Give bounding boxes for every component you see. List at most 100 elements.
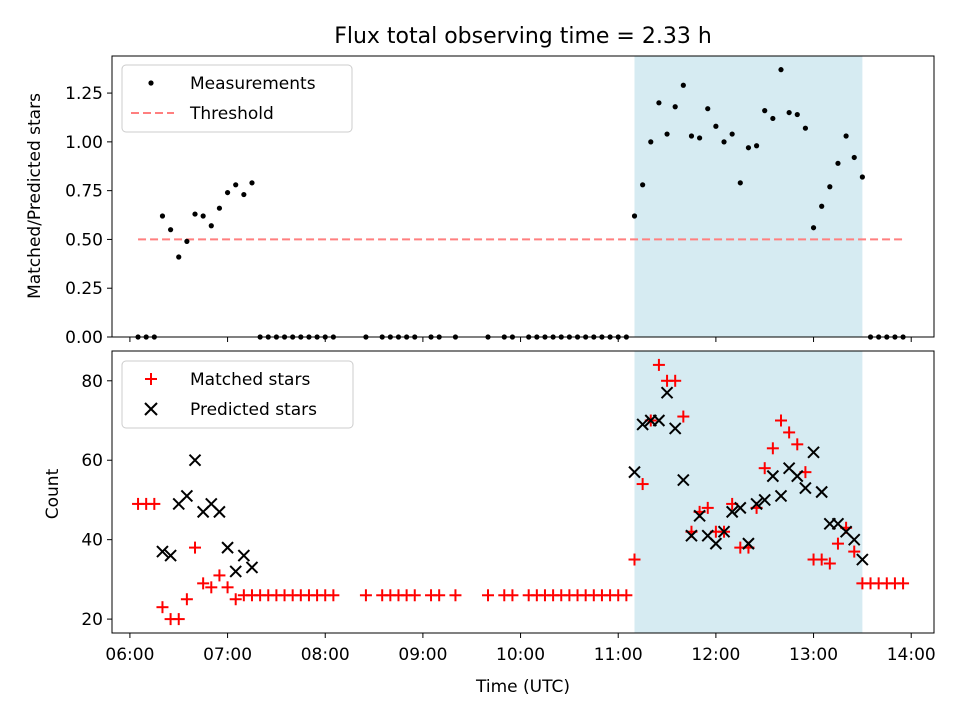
matched-star-point bbox=[652, 358, 665, 371]
predicted-star-point bbox=[709, 537, 723, 550]
top-legend-box bbox=[121, 64, 353, 133]
measurement-point bbox=[794, 111, 800, 118]
top-axes-frame bbox=[111, 55, 935, 338]
measurement-point bbox=[680, 82, 686, 88]
measurement-point bbox=[729, 131, 735, 137]
measurement-point bbox=[233, 182, 239, 188]
x-tick-label: 10:00 bbox=[496, 645, 545, 665]
matched-star-point bbox=[449, 589, 462, 602]
matched-star-point bbox=[620, 589, 633, 602]
measurement-point bbox=[664, 131, 670, 137]
x-tick-label: 11:00 bbox=[594, 645, 643, 665]
predicted-star-point bbox=[636, 418, 649, 431]
measurement-point bbox=[802, 125, 809, 131]
measurement-point bbox=[851, 154, 857, 161]
predicted-star-point bbox=[799, 481, 812, 495]
top-y-tick-label: 0.75 bbox=[65, 182, 103, 202]
top-chart-title: Flux total observing time = 2.33 h bbox=[334, 24, 712, 49]
matched-star-point bbox=[408, 589, 421, 602]
legend-matched-marker bbox=[145, 373, 157, 385]
matched-star-point bbox=[815, 553, 828, 566]
measurement-point bbox=[713, 123, 719, 129]
bottom-y-axis-label: Count bbox=[43, 468, 63, 519]
matched-star-point bbox=[774, 414, 787, 427]
matched-star-point bbox=[823, 557, 836, 570]
predicted-star-point bbox=[693, 509, 706, 523]
top-legend: Measurements Threshold bbox=[121, 64, 353, 133]
top-y-tick-label: 0.25 bbox=[65, 279, 103, 299]
measurement-point bbox=[810, 225, 817, 231]
matched-star-point bbox=[669, 374, 682, 387]
matched-star-point bbox=[482, 589, 495, 602]
matched-star-point bbox=[156, 601, 169, 614]
top-y-tick-label: 0.00 bbox=[65, 328, 103, 348]
bottom-legend-box bbox=[121, 360, 354, 429]
matched-star-point bbox=[180, 593, 193, 606]
measurement-point bbox=[835, 160, 841, 166]
x-tick-label: 14:00 bbox=[887, 645, 936, 665]
matched-star-point bbox=[831, 537, 844, 550]
bottom-y-tick-label: 60 bbox=[81, 451, 103, 471]
predicted-star-point bbox=[807, 446, 820, 459]
predicted-star-point bbox=[774, 489, 788, 503]
predicted-star-point bbox=[652, 414, 666, 427]
predicted-star-point bbox=[245, 561, 259, 574]
predicted-star-point bbox=[180, 489, 194, 503]
bottom-x-axis-label: Time (UTC) bbox=[475, 677, 570, 697]
predicted-star-point bbox=[734, 501, 747, 515]
measurement-point bbox=[249, 180, 255, 186]
x-tick-label: 13:00 bbox=[789, 645, 838, 665]
predicted-star-point bbox=[660, 386, 674, 399]
legend-predicted-marker bbox=[144, 402, 158, 416]
matched-star-point bbox=[205, 581, 218, 594]
legend-measurements-marker bbox=[148, 80, 154, 86]
measurement-point bbox=[640, 182, 646, 188]
measurement-point bbox=[778, 67, 784, 73]
matched-star-point bbox=[189, 541, 202, 554]
bottom-x-ticks: 06:00 07:00 08:00 09:00 10:00 11:00 12:00 13:00… bbox=[105, 633, 936, 665]
measurement-point bbox=[672, 104, 678, 110]
top-panel: 0.00 0.25 0.50 0.75 1.00 1.25 Flux total obse… bbox=[25, 24, 935, 348]
x-tick-label: 07:00 bbox=[203, 645, 252, 665]
matched-star-point bbox=[848, 545, 861, 558]
predicted-star-point bbox=[791, 469, 804, 483]
legend-threshold-label: Threshold bbox=[189, 104, 274, 124]
measurement-point bbox=[200, 213, 206, 219]
measurement-point bbox=[859, 174, 865, 180]
measurement-point bbox=[648, 139, 654, 145]
predicted-star-point bbox=[717, 525, 731, 538]
predicted-star-point bbox=[750, 497, 763, 511]
predicted-star-point bbox=[725, 505, 739, 519]
matched-star-point bbox=[506, 589, 519, 602]
legend-matched-label: Matched stars bbox=[190, 370, 310, 390]
predicted-star-point bbox=[221, 541, 234, 554]
measurement-point bbox=[819, 203, 825, 209]
predicted-star-point bbox=[164, 549, 177, 562]
matched-star-point bbox=[327, 589, 340, 602]
bottom-legend: Matched stars Predicted stars bbox=[121, 360, 354, 429]
measurement-point bbox=[192, 211, 198, 217]
top-y-axis-label: Matched/Predicted stars bbox=[25, 93, 45, 299]
bottom-y-ticks: 20 40 60 80 bbox=[81, 372, 112, 630]
predicted-star-point bbox=[856, 553, 869, 566]
measurement-point bbox=[167, 227, 174, 233]
matched-star-point bbox=[221, 581, 234, 594]
x-tick-label: 08:00 bbox=[301, 645, 350, 665]
matched-star-point bbox=[783, 426, 796, 439]
matched-star-point bbox=[213, 569, 226, 582]
measurement-point bbox=[786, 109, 792, 116]
measurement-point bbox=[697, 135, 703, 141]
measurement-point bbox=[688, 133, 695, 139]
predicted-star-point bbox=[685, 529, 698, 542]
measurement-point bbox=[721, 139, 727, 145]
matched-star-point bbox=[897, 577, 910, 590]
top-y-tick-label: 1.25 bbox=[65, 84, 103, 104]
measurement-point bbox=[176, 254, 182, 260]
matched-star-point bbox=[359, 589, 372, 602]
bottom-panel: 06:00 07:00 08:00 09:00 10:00 11:00 12:00 13:00… bbox=[43, 350, 936, 697]
x-tick-label: 06:00 bbox=[105, 645, 154, 665]
predicted-star-point bbox=[188, 454, 202, 467]
matched-star-point bbox=[197, 577, 210, 590]
bottom-axes-frame bbox=[111, 350, 935, 634]
